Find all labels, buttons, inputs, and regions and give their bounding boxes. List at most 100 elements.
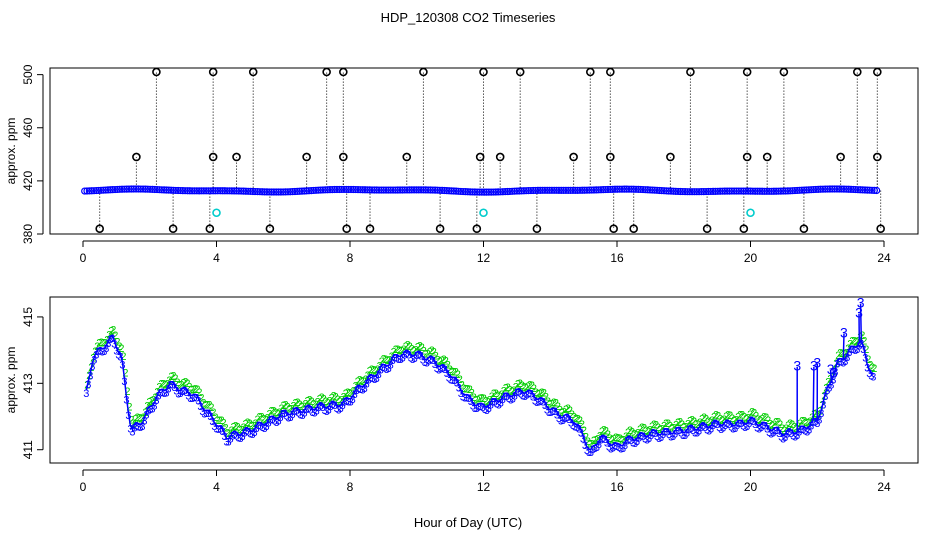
- series-2-point: 2: [451, 367, 457, 379]
- baseline-point: [104, 186, 112, 194]
- series-2-point: 2: [417, 340, 423, 352]
- outlier-point: [515, 67, 525, 77]
- baseline-point: [679, 187, 687, 196]
- series-3-point: 3: [119, 360, 125, 372]
- series-3-point: 3: [274, 417, 280, 429]
- series-3-point: 3: [121, 376, 127, 388]
- baseline-point: [609, 185, 617, 193]
- baseline-point: [826, 185, 834, 193]
- series-3-point: 3: [500, 394, 506, 406]
- baseline-point: [602, 185, 610, 194]
- baseline-point: [716, 187, 724, 195]
- series-3-point: 3: [456, 382, 462, 394]
- series-2-point: 2: [665, 418, 671, 430]
- series-3-point: 3: [225, 436, 231, 448]
- series-2-point: 2: [413, 344, 419, 356]
- series-3-point: 3: [856, 340, 862, 352]
- series-3-point: 3: [380, 362, 386, 374]
- series-3-point: 3: [860, 344, 866, 356]
- series-3-point: 3: [724, 418, 730, 430]
- series-2-point: 2: [168, 371, 174, 383]
- series-3-point: 3: [666, 429, 672, 441]
- series-3-point: 3: [276, 416, 282, 428]
- series-2-point: 2: [649, 421, 655, 433]
- outlier-point: [322, 67, 331, 77]
- outlier-point: [168, 224, 178, 233]
- series-3-point: 3: [157, 387, 163, 399]
- series-3-point: 3: [794, 430, 800, 442]
- series-2-point: 2: [194, 384, 200, 396]
- figure-title: HDP_120308 CO2 Timeseries: [381, 10, 556, 25]
- series-3-point: 3: [223, 436, 229, 448]
- series-3-point: 3: [259, 422, 265, 434]
- series-2-point: 2: [767, 418, 773, 430]
- series-2-point: 2: [375, 364, 381, 376]
- outlier-point: [799, 224, 809, 233]
- series-3-point: 3: [476, 402, 482, 414]
- series-3-point: 3: [284, 410, 290, 422]
- series-2-point: 2: [459, 379, 465, 391]
- baseline-point: [723, 187, 731, 195]
- series-3-point: 3: [776, 428, 782, 440]
- top-y-tick-label: 420: [21, 171, 35, 191]
- series-2-point: 2: [669, 423, 675, 435]
- series-2-point: 2: [110, 324, 116, 336]
- series-2-point: 2: [829, 371, 835, 383]
- series-2-point: 2: [825, 376, 831, 388]
- series-3-point: 3: [826, 382, 832, 394]
- series-3-point: 3: [670, 431, 676, 443]
- series-3-point: 3: [207, 411, 213, 423]
- series-3-point: 3: [217, 424, 223, 436]
- series-2-point: 2: [220, 417, 226, 429]
- series-2-point: 2: [613, 432, 619, 444]
- series-3-point: 3: [568, 417, 574, 429]
- series-3-point: 3: [444, 368, 450, 380]
- series-2-point: 2: [497, 391, 503, 403]
- series-2-point: 2: [357, 375, 363, 387]
- series-2-point: 2: [781, 425, 787, 437]
- baseline-point: [732, 187, 741, 195]
- series-3-point: 3: [366, 374, 372, 386]
- series-2-point: 2: [577, 415, 583, 427]
- baseline-point: [270, 188, 278, 196]
- series-3-point: 3: [227, 434, 233, 446]
- outlier-point: [873, 152, 882, 162]
- series-2-point: 2: [465, 384, 471, 396]
- series-3-point: 3: [788, 428, 794, 440]
- baseline-point: [660, 187, 668, 195]
- baseline-point: [106, 186, 114, 194]
- series-2-point: 2: [487, 394, 493, 406]
- series-2-point: 2: [735, 412, 741, 424]
- outlier-point: [248, 67, 258, 77]
- series-3-point: 3: [696, 425, 702, 437]
- baseline-point: [800, 186, 808, 194]
- series-2-point: 2: [863, 344, 869, 356]
- baseline-point: [431, 186, 439, 194]
- series-3-point: 3: [406, 349, 412, 361]
- series-3-point: 3: [674, 426, 680, 438]
- baseline-point: [756, 187, 764, 195]
- series-2-point: 2: [134, 412, 140, 424]
- baseline-point: [144, 185, 152, 193]
- baseline-point: [221, 187, 229, 195]
- series-2-point: 2: [793, 423, 799, 435]
- baseline-point: [548, 186, 556, 194]
- series-2-point: 2: [753, 411, 759, 423]
- series-2-point: 2: [138, 414, 144, 426]
- series-2-point: 2: [641, 422, 647, 434]
- series-2-point: 2: [433, 350, 439, 362]
- series-3-point: 3: [139, 421, 145, 433]
- series-3-point: 3: [211, 421, 217, 433]
- baseline-point: [581, 186, 589, 194]
- series-3-point: 3: [346, 396, 352, 408]
- baseline-point: [777, 187, 785, 195]
- series-2-point: 2: [841, 349, 847, 361]
- series-3-point: 3: [738, 418, 744, 430]
- series-2-point: 2: [144, 401, 150, 413]
- series-2-point: 2: [385, 355, 391, 367]
- baseline-point: [697, 188, 706, 196]
- series-3-point: 3: [87, 371, 93, 383]
- series-2-point: 2: [515, 379, 521, 391]
- series-3-point: 3: [338, 403, 344, 415]
- series-3-point: 3: [702, 422, 708, 434]
